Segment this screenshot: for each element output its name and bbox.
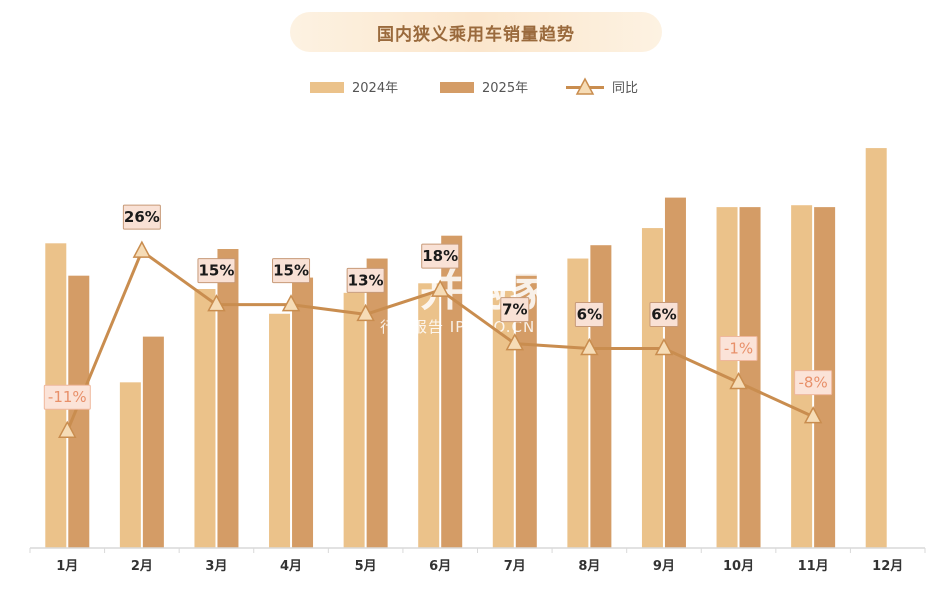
yoy-data-label-10: -1% <box>724 340 753 358</box>
yoy-marker-7 <box>505 333 525 351</box>
bar-2025-7 <box>515 273 537 548</box>
yoy-data-label-8: 6% <box>577 305 602 323</box>
x-tick-label: 4月 <box>280 559 302 574</box>
x-tick-label: 11月 <box>798 559 829 574</box>
yoy-marker-8 <box>580 337 599 356</box>
x-tick-label: 2月 <box>131 559 153 574</box>
yoy-label-box-9 <box>649 301 679 327</box>
bar-2024-9 <box>641 228 663 548</box>
yoy-data-label-2: 26% <box>124 208 160 226</box>
yoy-label-box-6 <box>421 243 460 269</box>
x-tick-label: 6月 <box>429 559 451 574</box>
x-tick-label: 5月 <box>355 559 377 574</box>
bar-2024-3 <box>194 289 216 548</box>
yoy-marker-6 <box>430 279 450 297</box>
legend: 2024年 2025年 同比 <box>310 77 638 96</box>
bar-2024-7 <box>492 290 514 548</box>
bars-layer <box>45 148 887 549</box>
legend-swatch-2025 <box>440 82 474 93</box>
bar-2024-8 <box>567 258 589 548</box>
yoy-label-box-11 <box>794 370 833 396</box>
yoy-data-label-7: 7% <box>502 301 527 319</box>
yoy-line-layer: -11% 26% 15% 15% 13% 18% 7% 6% 6% -1% -8% <box>43 204 833 438</box>
bar-2025-1 <box>68 275 90 548</box>
chart-title: 国内狭义乘用车销量趋势 <box>377 24 575 45</box>
yoy-data-label-3: 15% <box>199 262 235 280</box>
bar-2024-12 <box>865 148 887 548</box>
legend-label-2024: 2024年 <box>352 81 398 96</box>
yoy-label-box-3 <box>197 258 236 284</box>
bar-2024-4 <box>269 313 291 548</box>
yoy-label-box-5 <box>346 267 385 293</box>
x-tick-label: 9月 <box>653 559 675 574</box>
legend-label-2025: 2025年 <box>482 81 528 96</box>
bar-2024-2 <box>119 382 141 548</box>
yoy-data-label-5: 13% <box>348 271 384 289</box>
x-tick-label: 1月 <box>56 559 78 574</box>
yoy-data-label-4: 15% <box>273 262 309 280</box>
yoy-data-label-1: -11% <box>48 388 87 406</box>
yoy-label-box-1 <box>43 384 91 410</box>
x-tick-label: 3月 <box>205 559 227 574</box>
yoy-marker-2 <box>132 240 152 258</box>
yoy-marker-5 <box>356 303 375 322</box>
bar-2025-4 <box>292 277 314 548</box>
bar-2025-10 <box>739 207 761 548</box>
bar-2024-6 <box>418 283 440 548</box>
x-tick-label: 7月 <box>504 559 526 574</box>
yoy-marker-10 <box>729 371 748 390</box>
bar-2024-5 <box>343 292 365 548</box>
yoy-data-label-9: 6% <box>651 305 676 323</box>
bar-2025-9 <box>664 197 686 548</box>
yoy-label-box-2 <box>122 204 161 230</box>
bar-2025-8 <box>590 245 612 549</box>
yoy-label-box-8 <box>574 301 604 327</box>
x-tick-label: 8月 <box>578 559 600 574</box>
legend-marker-yoy-icon <box>575 77 595 95</box>
bar-2025-6 <box>441 235 463 548</box>
yoy-marker-4 <box>281 294 301 312</box>
yoy-label-box-4 <box>272 258 311 284</box>
x-axis: 1月 2月 3月 4月 5月 6月 7月 8月 9月 10月 11月 12月 <box>29 547 926 574</box>
yoy-marker-1 <box>58 420 77 438</box>
yoy-data-label-6: 18% <box>422 247 458 265</box>
yoy-marker-9 <box>654 337 674 356</box>
chart-title-pill: 国内狭义乘用车销量趋势 <box>290 12 662 52</box>
bar-2025-3 <box>217 249 239 548</box>
yoy-label-box-10 <box>719 336 758 362</box>
x-tick-label: 10月 <box>723 559 754 574</box>
yoy-data-label-11: -8% <box>799 374 828 392</box>
yoy-marker-3 <box>207 294 226 312</box>
yoy-label-box-7 <box>500 297 530 323</box>
bar-2025-5 <box>366 258 388 548</box>
x-tick-label: 12月 <box>872 559 903 574</box>
yoy-marker-11 <box>803 406 823 424</box>
bar-2025-2 <box>142 336 164 548</box>
legend-swatch-2024 <box>310 82 344 93</box>
legend-label-yoy: 同比 <box>612 81 638 96</box>
